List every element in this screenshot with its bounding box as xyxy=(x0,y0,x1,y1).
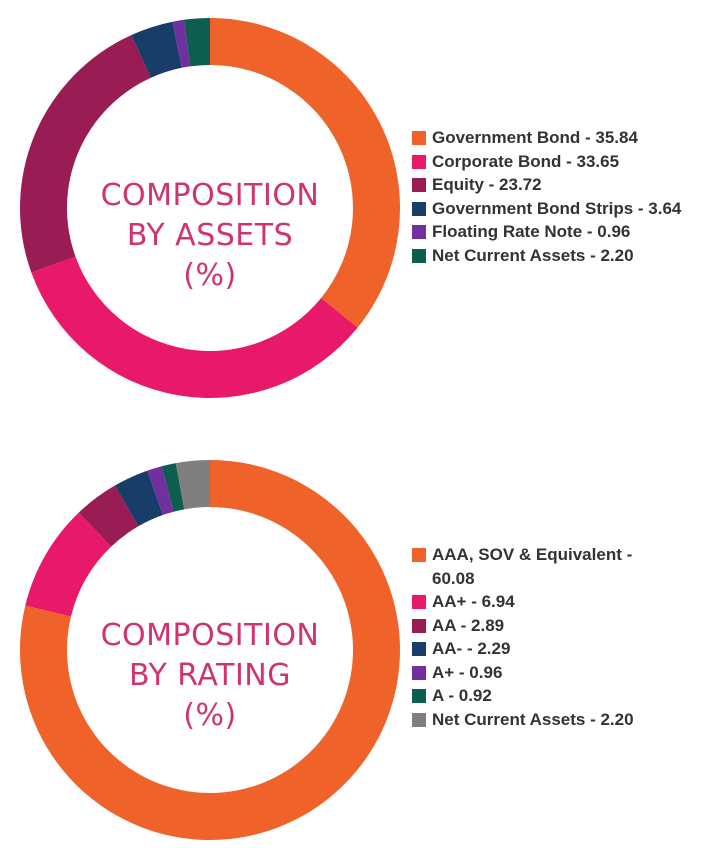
legend-swatch xyxy=(412,642,426,656)
legend-label: AA - 2.89 xyxy=(432,615,505,635)
assets-donut xyxy=(19,18,401,399)
donut-slice-a xyxy=(161,463,185,512)
legend-item: A+ - 0.96 xyxy=(412,661,672,685)
legend-label: Government Bond - 35.84 xyxy=(432,128,638,147)
legend-swatch xyxy=(412,154,426,169)
legend-swatch xyxy=(412,131,426,145)
legend-item: Net Current Assets - 2.20 xyxy=(412,244,681,268)
legend-label: A - 0.92 xyxy=(432,686,492,705)
legend-item: Government Bond - 35.84 xyxy=(412,126,681,150)
legend-item: Corporate Bond - 33.65 xyxy=(412,150,681,174)
rating-title-line-2: BY RATING xyxy=(129,658,291,693)
donut-slice-equity xyxy=(19,35,151,273)
donut-slice-government-bond xyxy=(210,18,401,328)
legend-label: Net Current Assets - 2.20 xyxy=(432,709,634,729)
assets-title-line-1: COMPOSITION xyxy=(100,178,320,213)
legend-label: AAA, SOV & Equivalent - 60.08 xyxy=(432,545,633,588)
assets-title-line-2: BY ASSETS xyxy=(126,218,294,253)
legend-item: A - 0.92 xyxy=(412,684,672,708)
legend-label: Equity - 23.72 xyxy=(432,175,542,194)
legend-swatch xyxy=(412,178,426,192)
legend-label: Floating Rate Note - 0.96 xyxy=(432,222,631,241)
legend-label: AA+ - 6.94 xyxy=(432,592,515,611)
legend-label: A+ - 0.96 xyxy=(432,662,503,682)
donut-slice-aa xyxy=(78,485,139,547)
rating-legend: AAA, SOV & Equivalent - 60.08 AA+ - 6.94… xyxy=(412,543,672,731)
legend-swatch xyxy=(412,618,426,633)
legend-swatch xyxy=(412,548,426,562)
legend-swatch xyxy=(412,595,426,609)
rating-title-line-1: COMPOSITION xyxy=(100,618,320,653)
donut-slice-corporate-bond xyxy=(31,256,358,399)
legend-swatch xyxy=(412,665,426,680)
donut-slice-net-current-assets xyxy=(175,460,210,510)
legend-swatch xyxy=(412,201,426,216)
legend-swatch xyxy=(412,712,426,727)
legend-label: Corporate Bond - 33.65 xyxy=(432,151,620,171)
legend-label: AA- - 2.29 xyxy=(432,639,511,658)
donut-slice-aa xyxy=(114,470,163,527)
legend-swatch xyxy=(412,225,426,239)
donut-slice-government-bond-strips xyxy=(131,21,182,78)
legend-label: Net Current Assets - 2.20 xyxy=(432,245,634,265)
assets-legend: Government Bond - 35.84 Corporate Bond -… xyxy=(412,126,681,267)
legend-item: Net Current Assets - 2.20 xyxy=(412,708,672,732)
assets-chart: COMPOSITION BY ASSETS (%) Government Bon… xyxy=(0,0,712,420)
legend-label: Government Bond Strips - 3.64 xyxy=(432,198,682,218)
donut-slice-aa xyxy=(25,512,112,617)
legend-item: AAA, SOV & Equivalent - 60.08 xyxy=(412,543,672,590)
donut-slice-net-current-assets xyxy=(183,18,210,67)
legend-swatch xyxy=(412,689,426,703)
legend-item: AA - 2.89 xyxy=(412,614,672,638)
rating-chart: COMPOSITION BY RATING (%) AAA, SOV & Equ… xyxy=(0,440,712,848)
donut-slice-a xyxy=(147,466,174,515)
assets-title-line-3: (%) xyxy=(183,258,237,293)
legend-item: AA- - 2.29 xyxy=(412,637,672,661)
rating-title-line-3: (%) xyxy=(183,698,237,733)
legend-item: Floating Rate Note - 0.96 xyxy=(412,220,681,244)
assets-center-label: COMPOSITION BY ASSETS (%) xyxy=(60,176,360,296)
rating-center-label: COMPOSITION BY RATING (%) xyxy=(60,616,360,736)
legend-item: Equity - 23.72 xyxy=(412,173,681,197)
legend-item: Government Bond Strips - 3.64 xyxy=(412,197,681,221)
legend-swatch xyxy=(412,248,426,263)
legend-item: AA+ - 6.94 xyxy=(412,590,672,614)
donut-slice-floating-rate-note xyxy=(172,19,191,68)
rating-donut xyxy=(19,460,401,840)
